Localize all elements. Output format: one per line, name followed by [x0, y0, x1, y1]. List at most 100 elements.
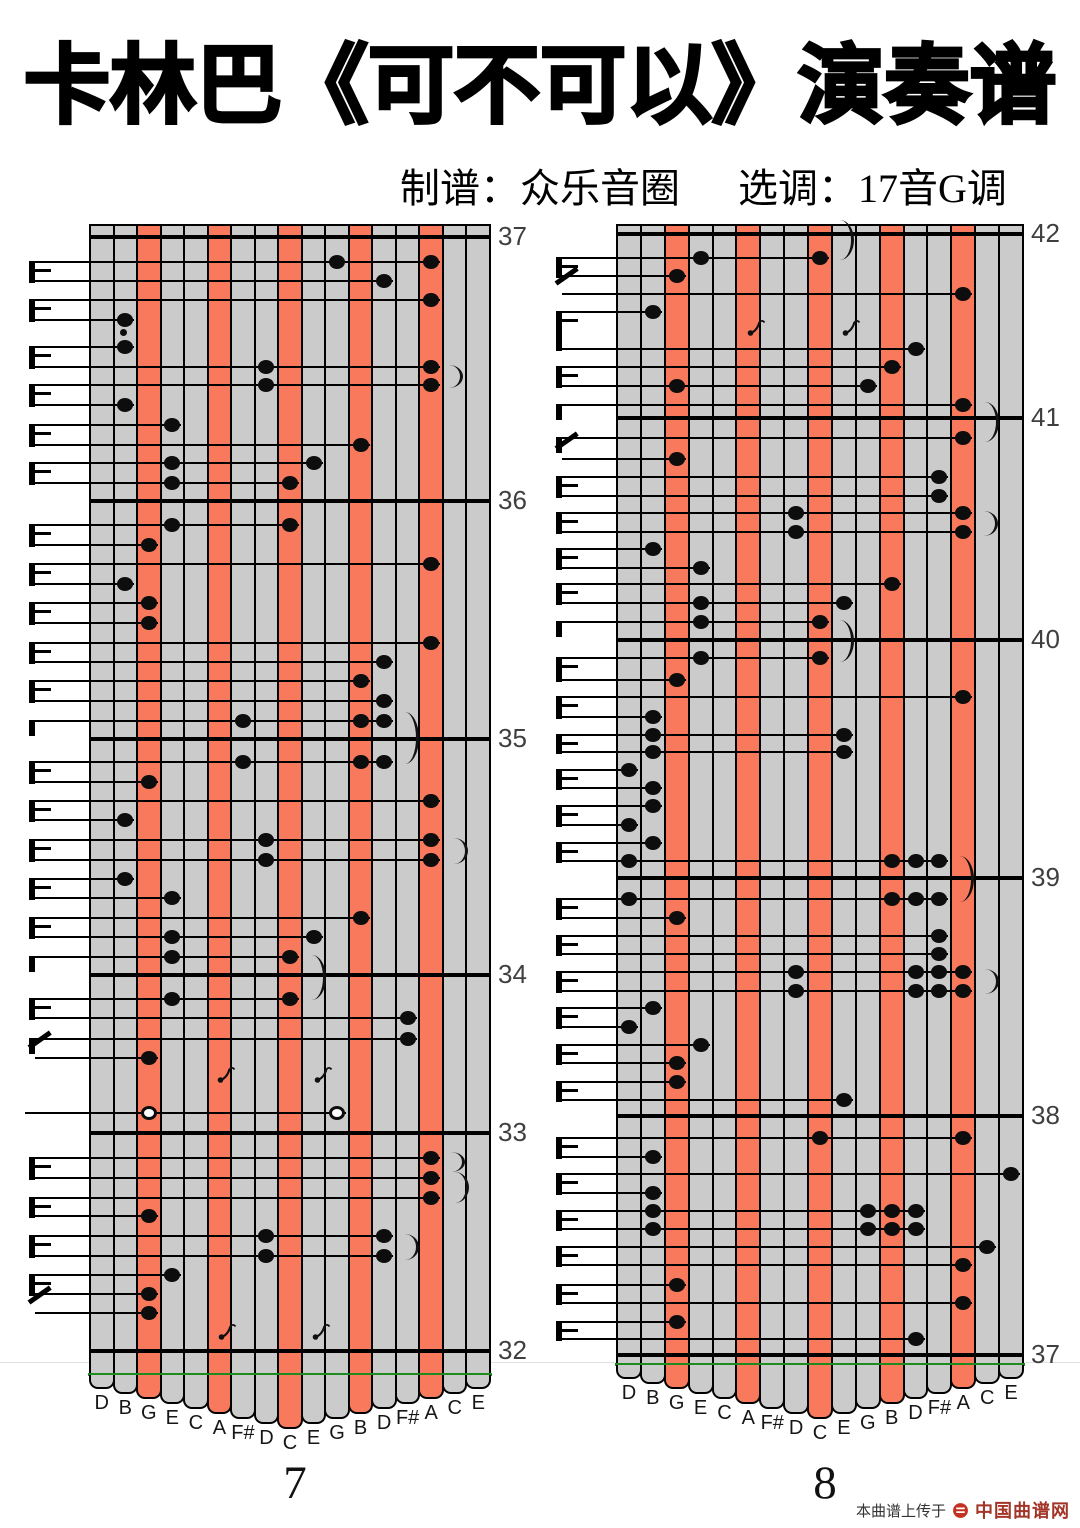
kalimba-strip-highlight [137, 225, 161, 1373]
beam-stub [562, 591, 578, 594]
beat-line [562, 1264, 973, 1266]
beat-line [562, 1210, 925, 1212]
strip-border-line [159, 225, 162, 1373]
strip-label: C [447, 1397, 462, 1419]
strip-end [89, 1375, 115, 1389]
strip-end [998, 1365, 1024, 1379]
beat-line [35, 761, 394, 763]
beat-line [562, 1173, 1021, 1175]
beam-stub [35, 432, 51, 435]
note-dot [644, 799, 661, 813]
beam-stub [35, 886, 51, 889]
note-dot [423, 255, 440, 269]
strip-end [616, 1365, 642, 1379]
beam-bar [556, 842, 562, 863]
note-dot [258, 1249, 275, 1263]
note-dot [955, 431, 972, 445]
beam-stub [562, 665, 578, 668]
note-dot [955, 506, 972, 520]
subtitle: 制谱：众乐音圈 选调：17音G调 [400, 156, 1007, 214]
beam-stub [35, 307, 51, 310]
note-dot [399, 1011, 416, 1025]
strip-border-line [489, 225, 491, 1373]
strip-end [159, 1375, 186, 1404]
beam-bar [556, 366, 562, 388]
tie-slur [958, 856, 974, 902]
green-baseline [88, 1373, 492, 1376]
note-dot [164, 518, 181, 532]
strip-border-line [783, 225, 786, 1363]
note-dot [812, 651, 828, 665]
strip-border-line [902, 225, 905, 1363]
beat-line [35, 1157, 441, 1159]
beam-bar [556, 311, 562, 351]
strip-border-line [926, 225, 929, 1363]
note-dot [117, 872, 134, 886]
note-dot [835, 745, 852, 759]
beat-line [562, 275, 686, 277]
tie-slur [449, 1152, 465, 1172]
beat-line [562, 567, 710, 569]
note-dot [859, 1204, 876, 1218]
beat-line [35, 404, 135, 406]
beam-bar [29, 720, 35, 736]
beam-stub [562, 943, 578, 946]
note-dot [258, 360, 275, 374]
beam-bar [556, 971, 562, 993]
kalimba-strip-highlight [207, 225, 232, 1373]
note-dot [234, 755, 251, 769]
note-dot [955, 1258, 972, 1272]
note-dot [668, 673, 685, 687]
note-dot [883, 1204, 900, 1218]
note-dot [620, 892, 637, 906]
note-dot [164, 476, 181, 490]
strip-label: A [212, 1417, 227, 1439]
strip-border-line [639, 225, 642, 1363]
augmentation-dot [120, 329, 128, 336]
note-dot [955, 525, 972, 539]
strip-border-line [277, 225, 280, 1373]
strip-end [206, 1375, 233, 1414]
beam-bar [556, 621, 562, 637]
beam-stub [562, 484, 578, 487]
beam-stub [562, 520, 578, 523]
note-dot [376, 694, 393, 708]
note-dot [140, 538, 157, 552]
beam-stub [562, 777, 578, 780]
measure-number: 42 [1031, 218, 1060, 248]
beam-bar [29, 642, 35, 664]
note-dot [376, 1249, 393, 1263]
beat-line [562, 476, 949, 478]
beat-line [562, 935, 949, 937]
beam-stub [562, 1145, 578, 1148]
note-dot [979, 1240, 996, 1254]
note-dot [305, 930, 322, 944]
measure-number: 34 [498, 959, 527, 989]
note-dot [352, 438, 369, 452]
note-dot [282, 518, 298, 532]
note-dot [668, 452, 685, 466]
beam-bar [556, 1210, 562, 1231]
beat-line [562, 458, 686, 460]
note-dot [644, 542, 661, 556]
strip-label: G [859, 1412, 876, 1434]
note-dot [423, 833, 440, 847]
note-dot [423, 794, 440, 808]
strip-end [253, 1375, 280, 1424]
strip-end [347, 1375, 374, 1414]
beat-line [35, 859, 441, 861]
strip-border-line [300, 225, 303, 1373]
beat-line [35, 1197, 441, 1199]
strip-label: E [693, 1397, 708, 1419]
note-dot [812, 251, 828, 265]
measure-number: 32 [498, 1335, 527, 1365]
strip-border-line [711, 225, 714, 1363]
strip-end [324, 1375, 350, 1419]
beam-bar [29, 346, 35, 369]
measure-number: 33 [498, 1117, 527, 1147]
strip-label: B [118, 1397, 132, 1419]
strip-label: F# [760, 1412, 784, 1434]
tie-slur [447, 365, 463, 388]
beat-line [35, 1215, 158, 1217]
